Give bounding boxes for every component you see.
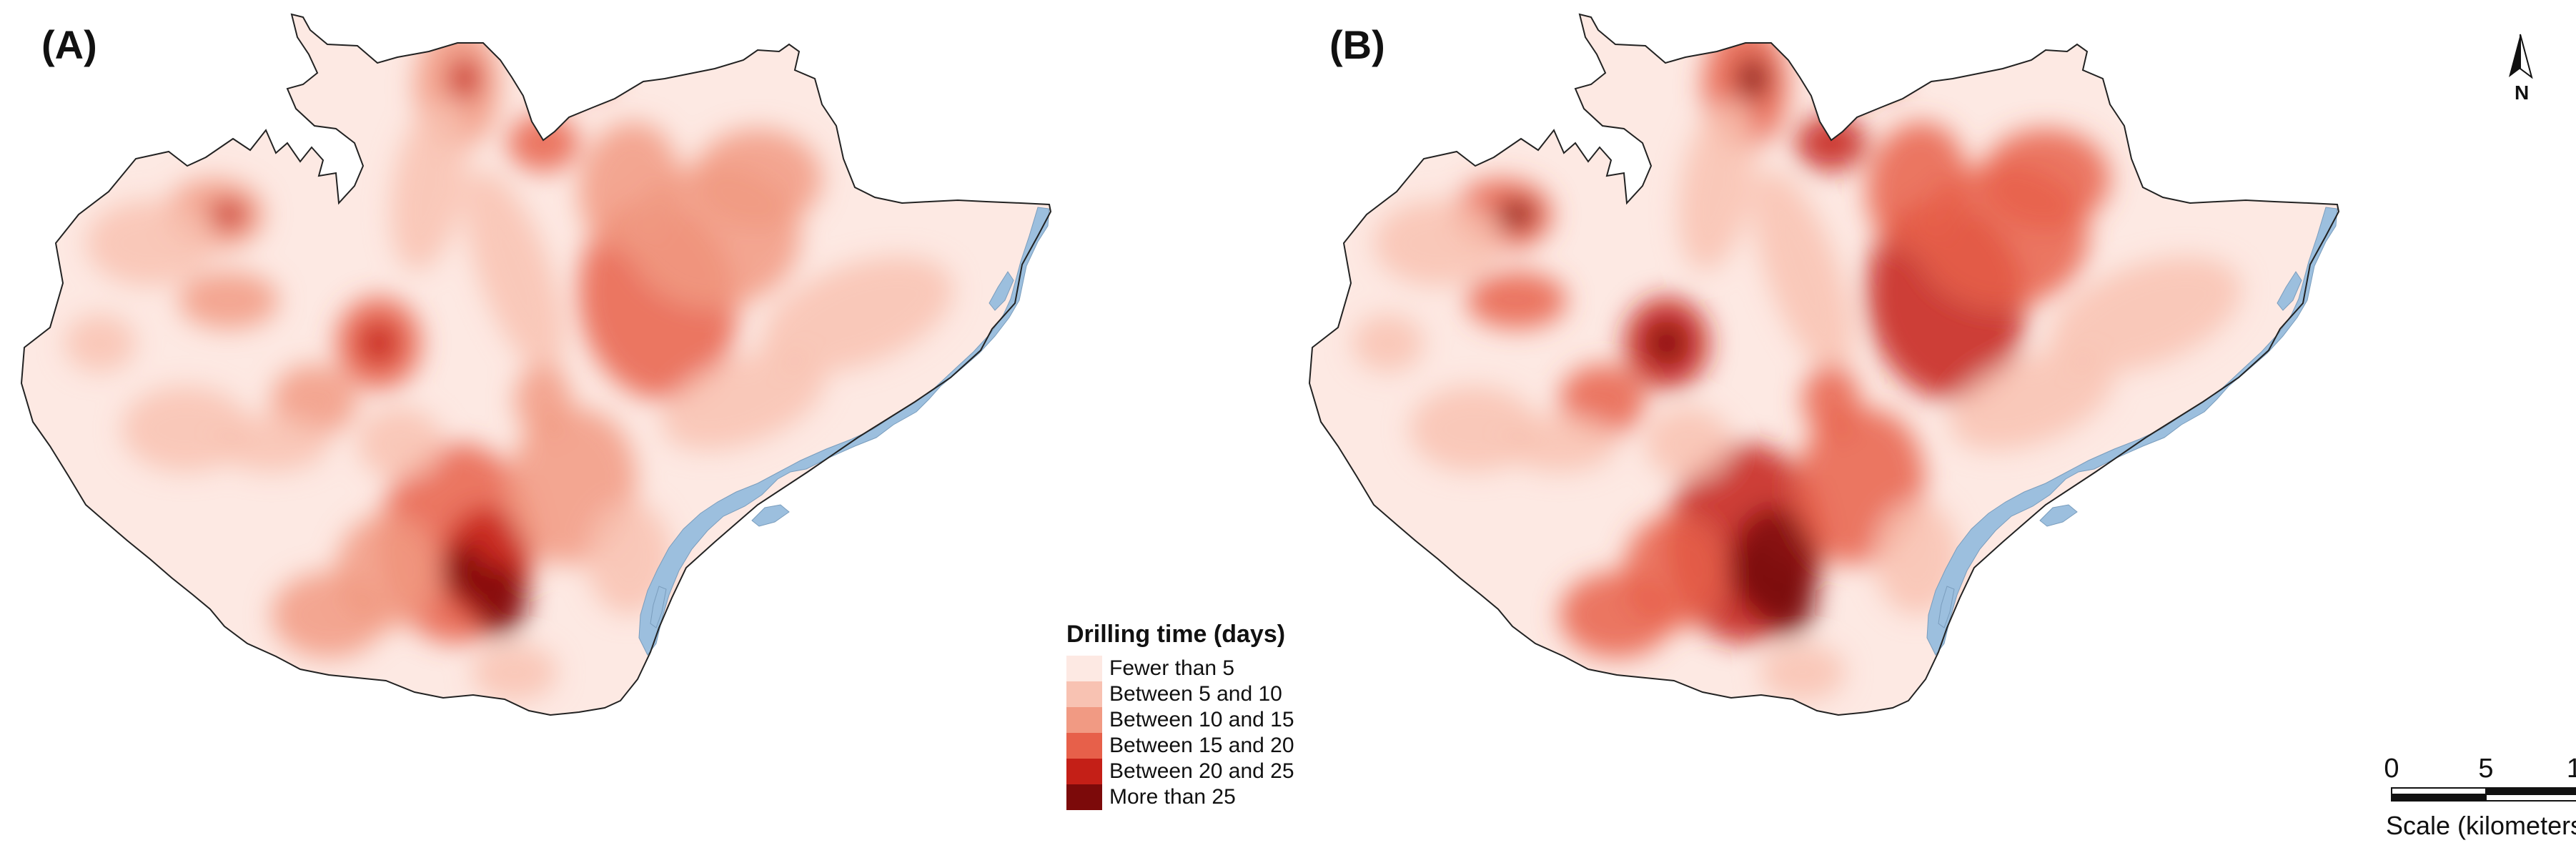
- river: [1938, 586, 1955, 628]
- legend-swatch: [1066, 759, 1102, 784]
- drilling-hotspot: [558, 64, 615, 93]
- panel-label-a: (A): [41, 22, 97, 67]
- drilling-hotspot: [1981, 129, 2110, 229]
- drilling-hotspot: [179, 272, 279, 329]
- drilling-hotspot: [1560, 572, 1674, 658]
- map-panel-b: (B) N 0 5 10 Scale (kilometers): [1288, 0, 2576, 858]
- drilling-hotspot: [2050, 256, 2241, 373]
- drilling-hotspot: [1374, 200, 1502, 286]
- legend-label: More than 25: [1109, 785, 1236, 809]
- drilling-hotspot: [64, 315, 136, 372]
- drilling-hotspot: [122, 386, 250, 472]
- drilling-hotspot: [473, 565, 527, 636]
- legend-swatch: [1066, 733, 1102, 759]
- legend-label: Fewer than 5: [1109, 656, 1235, 680]
- legend-swatch: [1066, 656, 1102, 681]
- north-arrow-icon: [2509, 34, 2533, 79]
- drilling-hotspot: [507, 114, 579, 172]
- legend: Drilling time (days) Fewer than 5 Between…: [1066, 621, 1294, 810]
- drilling-hotspot: [1753, 170, 1853, 373]
- legend-item: Fewer than 5: [1066, 656, 1294, 681]
- legend-swatch: [1066, 681, 1102, 707]
- drilling-hotspot: [1647, 322, 1687, 365]
- drilling-hotspot: [1645, 408, 1731, 479]
- drilling-hotspot: [449, 57, 480, 100]
- scale-tick-5: 5: [2478, 754, 2494, 784]
- drilling-hotspot: [86, 200, 214, 286]
- panel-label-b: (B): [1329, 22, 1385, 67]
- drilling-hotspot: [578, 122, 680, 250]
- river: [989, 271, 1014, 311]
- drilling-time-map-b: [1308, 13, 2340, 716]
- drilling-hotspot: [1678, 101, 1755, 271]
- drilling-time-surface: [64, 21, 953, 701]
- river: [2277, 271, 2302, 311]
- legend-item: Between 20 and 25: [1066, 759, 1294, 784]
- scale-bar: 0 5 10 Scale (kilometers): [2384, 754, 2576, 840]
- river: [650, 586, 667, 628]
- drilling-hotspot: [1761, 565, 1815, 636]
- map-panel-a: (A): [20, 13, 1052, 716]
- drilling-hotspot: [1760, 644, 1846, 701]
- legend-item: Between 10 and 15: [1066, 707, 1294, 733]
- scale-tick-10: 10: [2566, 754, 2576, 784]
- legend-label: Between 10 and 15: [1109, 708, 1294, 731]
- drilling-hotspot: [472, 644, 558, 701]
- river: [2039, 504, 2078, 527]
- drilling-hotspot: [1846, 64, 1903, 93]
- legend-item: Between 5 and 10: [1066, 681, 1294, 707]
- drilling-hotspot: [661, 350, 826, 450]
- study-area-boundary: [20, 13, 1052, 716]
- legend-swatch: [1066, 707, 1102, 733]
- drilling-hotspot: [443, 543, 486, 601]
- drilling-time-surface: [1352, 21, 2241, 701]
- drilling-hotspot: [762, 256, 953, 373]
- north-label: N: [2515, 82, 2530, 104]
- drilling-hotspot: [1352, 315, 1424, 372]
- drilling-hotspot: [465, 170, 565, 373]
- legend-title: Drilling time (days): [1066, 621, 1286, 648]
- drilling-hotspot: [1795, 114, 1867, 172]
- drilling-hotspot: [272, 572, 386, 658]
- scale-tick-0: 0: [2384, 754, 2399, 784]
- drilling-hotspot: [1498, 200, 1535, 229]
- drilling-time-map-a: [20, 13, 1052, 716]
- drilling-hotspot: [1949, 350, 2114, 450]
- drilling-hotspot: [1410, 386, 1538, 472]
- drilling-hotspot: [210, 200, 247, 229]
- legend-swatch: [1066, 784, 1102, 810]
- scale-bar-graphic: [2391, 787, 2576, 802]
- drilling-hotspot: [357, 408, 443, 479]
- river: [751, 504, 790, 527]
- drilling-hotspot: [1467, 272, 1567, 329]
- study-area-boundary: [1308, 13, 2340, 716]
- drilling-hotspot: [1731, 543, 1774, 601]
- drilling-hotspot: [359, 322, 399, 365]
- drilling-hotspot: [693, 129, 822, 229]
- legend-label: Between 15 and 20: [1109, 734, 1294, 757]
- drilling-hotspot: [1866, 122, 1968, 250]
- drilling-hotspot: [1803, 365, 1860, 436]
- legend-label: Between 20 and 25: [1109, 759, 1294, 783]
- legend-item: Between 15 and 20: [1066, 733, 1294, 759]
- scale-title: Scale (kilometers): [2386, 811, 2576, 840]
- drilling-hotspot: [1737, 57, 1768, 100]
- legend-item: More than 25: [1066, 784, 1294, 810]
- drilling-hotspot: [390, 101, 467, 271]
- drilling-hotspot: [515, 365, 572, 436]
- legend-label: Between 5 and 10: [1109, 682, 1282, 706]
